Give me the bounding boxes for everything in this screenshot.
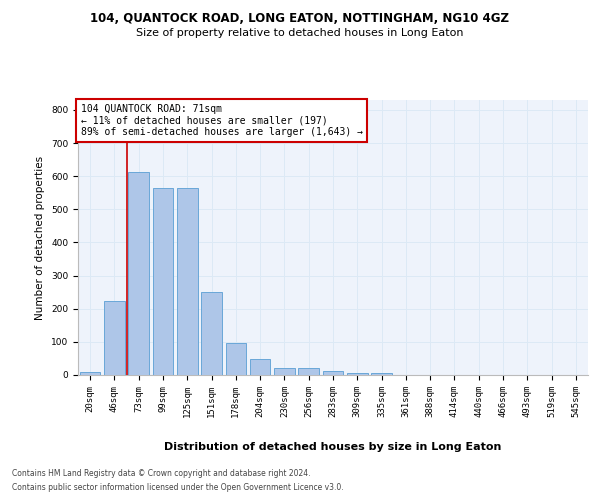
Bar <box>298 368 319 375</box>
Text: Contains public sector information licensed under the Open Government Licence v3: Contains public sector information licen… <box>12 484 344 492</box>
Bar <box>323 370 343 375</box>
Bar <box>250 359 271 375</box>
Bar <box>347 374 368 375</box>
Bar <box>226 343 246 375</box>
Bar <box>274 368 295 375</box>
Text: 104, QUANTOCK ROAD, LONG EATON, NOTTINGHAM, NG10 4GZ: 104, QUANTOCK ROAD, LONG EATON, NOTTINGH… <box>91 12 509 26</box>
Bar <box>128 172 149 375</box>
Text: 104 QUANTOCK ROAD: 71sqm
← 11% of detached houses are smaller (197)
89% of semi-: 104 QUANTOCK ROAD: 71sqm ← 11% of detach… <box>80 104 362 138</box>
Bar <box>201 292 222 375</box>
Bar <box>152 188 173 375</box>
Y-axis label: Number of detached properties: Number of detached properties <box>35 156 46 320</box>
Bar <box>104 301 125 375</box>
Text: Contains HM Land Registry data © Crown copyright and database right 2024.: Contains HM Land Registry data © Crown c… <box>12 468 311 477</box>
Text: Size of property relative to detached houses in Long Eaton: Size of property relative to detached ho… <box>136 28 464 38</box>
Bar <box>80 372 100 375</box>
Bar <box>371 374 392 375</box>
Bar <box>177 188 197 375</box>
Text: Distribution of detached houses by size in Long Eaton: Distribution of detached houses by size … <box>164 442 502 452</box>
